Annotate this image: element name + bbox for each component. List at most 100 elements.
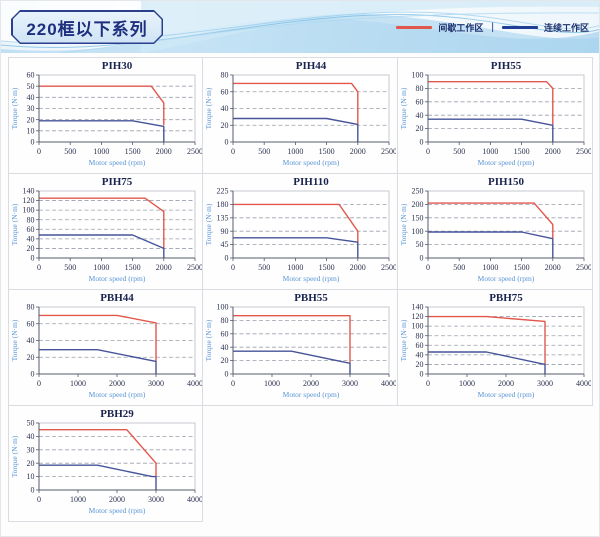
- y-tick-label: 60: [26, 225, 34, 234]
- y-tick-label: 50: [416, 240, 424, 249]
- x-tick-label: 1500: [124, 263, 140, 272]
- y-tick-label: 150: [412, 213, 424, 222]
- intermittent-curve: [428, 315, 546, 365]
- y-tick-label: 100: [412, 227, 424, 236]
- chart-cell-pbh29: 0 10 20 30 40 50 0 1000 2000 3000 4000 PBH29 Motor s…: [7, 404, 204, 522]
- x-tick-label: 4000: [381, 379, 396, 388]
- y-tick-label: 20: [26, 353, 34, 362]
- legend: 间歇工作区 | 连续工作区: [396, 21, 589, 34]
- legend-separator: |: [491, 22, 494, 33]
- y-tick-label: 60: [26, 71, 34, 80]
- x-axis-label: Motor speed (rpm): [478, 390, 535, 399]
- continuous-curve: [38, 349, 157, 374]
- y-tick-label: 20: [26, 244, 34, 253]
- y-tick-label: 80: [26, 303, 34, 312]
- continuous-curve: [428, 351, 546, 374]
- y-axis-label: Torque (N·m): [10, 435, 19, 477]
- y-tick-label: 40: [26, 336, 34, 345]
- x-tick-label: 1500: [514, 263, 530, 272]
- y-tick-label: 50: [26, 419, 34, 428]
- continuous-line-swatch: [501, 26, 538, 29]
- chart-cell-pih55: 0 20 40 60 80 100 0 500 1000 1500 2000 2500 PIH55 Mot…: [396, 56, 593, 174]
- x-tick-label: 500: [453, 263, 465, 272]
- x-axis-label: Motor speed (rpm): [283, 158, 340, 167]
- chart-title: PIH30: [102, 60, 133, 72]
- y-axis-label: Torque (N·m): [204, 319, 213, 361]
- x-tick-label: 500: [259, 263, 271, 272]
- x-tick-label: 3000: [537, 379, 553, 388]
- y-tick-label: 60: [221, 87, 229, 96]
- x-tick-label: 0: [37, 379, 41, 388]
- x-tick-label: 1000: [93, 147, 109, 156]
- intermittent-curve: [233, 82, 359, 125]
- empty-cell: [202, 405, 398, 522]
- y-tick-label: 30: [26, 445, 34, 454]
- chart-title: PIH75: [102, 176, 133, 188]
- continuous-curve: [428, 118, 554, 142]
- chart-title: PBH29: [100, 408, 134, 420]
- x-axis-label: Motor speed (rpm): [89, 506, 146, 515]
- plot-area: [427, 74, 585, 143]
- y-tick-label: 80: [221, 71, 229, 80]
- y-tick-label: 0: [225, 254, 229, 263]
- x-tick-label: 2000: [109, 379, 125, 388]
- x-tick-label: 0: [37, 263, 41, 272]
- page-title-box: 220框以下系列: [11, 10, 163, 44]
- y-tick-label: 80: [26, 215, 34, 224]
- x-tick-label: 0: [37, 147, 41, 156]
- y-tick-label: 50: [26, 82, 34, 91]
- y-tick-label: 120: [22, 196, 34, 205]
- continuous-curve: [428, 231, 554, 258]
- x-tick-label: 3000: [148, 495, 164, 504]
- y-tick-label: 40: [26, 93, 34, 102]
- chart-title: PIH55: [491, 60, 522, 72]
- y-tick-label: 60: [26, 319, 34, 328]
- y-tick-label: 10: [26, 472, 34, 481]
- y-tick-label: 20: [416, 360, 424, 369]
- continuous-curve: [38, 464, 157, 490]
- y-tick-label: 0: [420, 254, 424, 263]
- x-tick-label: 2000: [350, 147, 366, 156]
- x-tick-label: 1500: [319, 147, 335, 156]
- y-tick-label: 0: [225, 138, 229, 147]
- x-axis-label: Motor speed (rpm): [283, 274, 340, 283]
- x-tick-label: 1000: [483, 263, 499, 272]
- intermittent-curve: [233, 315, 352, 364]
- chart-title: PBH75: [489, 292, 523, 304]
- x-tick-label: 2000: [545, 147, 561, 156]
- y-axis-label: Torque (N·m): [399, 203, 408, 245]
- intermittent-label: 间歇工作区: [438, 23, 484, 33]
- y-tick-label: 135: [217, 213, 229, 222]
- x-tick-label: 500: [64, 263, 76, 272]
- y-tick-label: 80: [416, 331, 424, 340]
- intermittent-curve: [428, 81, 554, 126]
- y-tick-label: 225: [217, 187, 229, 196]
- x-axis-label: Motor speed (rpm): [478, 274, 535, 283]
- x-tick-label: 500: [259, 147, 271, 156]
- x-tick-label: 0: [426, 263, 430, 272]
- x-tick-label: 2000: [303, 379, 319, 388]
- x-tick-label: 4000: [187, 379, 202, 388]
- y-tick-label: 20: [221, 121, 229, 130]
- x-axis-label: Motor speed (rpm): [89, 158, 146, 167]
- x-tick-label: 1000: [459, 379, 475, 388]
- x-tick-label: 1000: [288, 147, 304, 156]
- y-axis-label: Torque (N·m): [10, 203, 19, 245]
- y-tick-label: 20: [416, 124, 424, 133]
- x-tick-label: 4000: [187, 495, 202, 504]
- x-tick-label: 1000: [483, 147, 499, 156]
- y-tick-label: 30: [26, 104, 34, 113]
- y-tick-label: 250: [412, 187, 424, 196]
- chart-cell-pih110: 0 45 90 135 180 225 0 500 1000 1500 2000 2500 PIH110…: [202, 172, 398, 290]
- continuous-curve: [38, 120, 165, 142]
- x-tick-label: 1000: [264, 379, 280, 388]
- x-tick-label: 2000: [156, 147, 172, 156]
- chart-title: PIH110: [294, 176, 330, 188]
- y-tick-label: 40: [221, 343, 229, 352]
- y-tick-label: 45: [221, 240, 229, 249]
- x-tick-label: 4000: [576, 379, 591, 388]
- y-tick-label: 80: [416, 84, 424, 93]
- y-tick-label: 100: [217, 303, 229, 312]
- x-tick-label: 1500: [514, 147, 530, 156]
